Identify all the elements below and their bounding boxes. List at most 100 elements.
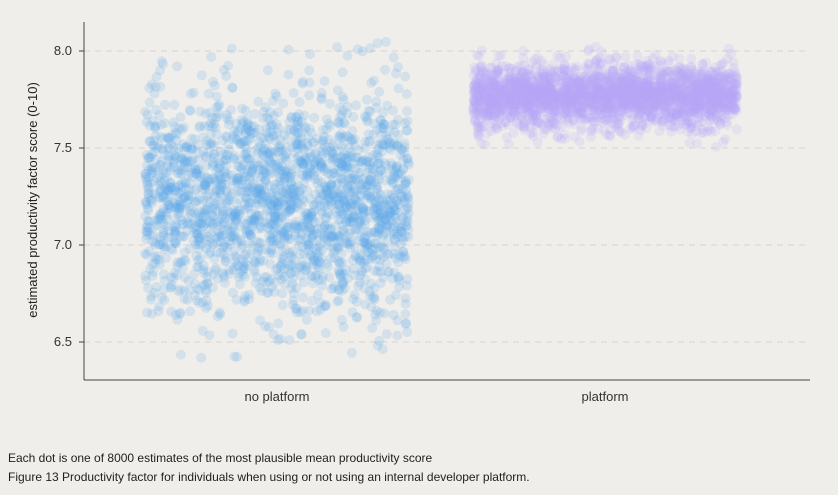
data-point: [255, 190, 266, 200]
data-point: [283, 229, 293, 240]
data-point: [159, 118, 170, 129]
data-point: [315, 257, 326, 268]
data-point: [386, 190, 397, 200]
data-point: [309, 217, 320, 228]
data-point: [201, 196, 212, 207]
data-point: [282, 206, 293, 217]
y-tick-labels: 6.57.07.58.0: [54, 43, 84, 349]
data-point: [141, 199, 152, 210]
data-point: [291, 283, 302, 293]
data-point: [162, 185, 173, 196]
data-point: [164, 200, 175, 211]
data-point: [368, 244, 378, 255]
data-point: [141, 149, 152, 160]
data-point: [264, 114, 275, 125]
data-point: [395, 251, 406, 262]
data-point: [154, 193, 165, 204]
data-point: [336, 132, 347, 143]
data-point: [360, 215, 371, 226]
data-point: [168, 141, 179, 152]
data-point: [272, 207, 283, 218]
data-point: [141, 220, 152, 231]
data-point: [308, 255, 319, 266]
data-point: [220, 172, 231, 183]
data-point: [156, 119, 167, 130]
data-point: [147, 271, 158, 281]
data-point: [397, 183, 408, 194]
data-point: [383, 249, 394, 259]
data-point: [173, 200, 184, 210]
data-point: [291, 128, 302, 139]
data-point: [273, 146, 284, 157]
data-point: [285, 124, 296, 135]
data-point: [702, 75, 713, 86]
data-point: [196, 352, 207, 363]
data-point: [276, 145, 287, 156]
data-point: [344, 211, 355, 222]
data-point: [639, 77, 650, 88]
data-point: [278, 227, 289, 238]
data-point: [173, 147, 184, 158]
data-point: [252, 148, 263, 159]
data-point: [293, 119, 304, 130]
data-point: [365, 247, 375, 258]
data-point: [223, 60, 234, 71]
data-point: [374, 214, 385, 225]
data-point: [195, 170, 206, 181]
data-point: [338, 140, 349, 151]
data-point: [222, 169, 233, 180]
data-point: [267, 148, 278, 159]
data-point: [249, 255, 260, 266]
data-point: [317, 146, 328, 157]
data-point: [255, 254, 266, 265]
data-point: [350, 223, 361, 234]
data-point: [374, 223, 385, 234]
data-point: [205, 247, 216, 258]
data-point: [227, 153, 238, 164]
data-point: [269, 183, 280, 194]
data-point: [317, 149, 328, 160]
data-point: [712, 116, 723, 127]
y-axis-label: estimated productivity factor score (0-1…: [25, 82, 40, 318]
data-point: [150, 131, 161, 141]
data-point: [356, 191, 367, 201]
data-point: [593, 106, 604, 117]
data-point: [210, 192, 221, 203]
data-point: [143, 215, 153, 226]
data-point: [230, 207, 241, 218]
data-point: [371, 96, 382, 107]
data-point: [351, 312, 362, 323]
data-point: [237, 136, 248, 147]
series-platform: [468, 41, 742, 152]
data-point: [362, 111, 372, 122]
data-point: [715, 94, 726, 105]
data-point: [185, 306, 196, 317]
data-point: [333, 231, 344, 242]
data-point: [322, 230, 333, 240]
data-point: [336, 174, 347, 185]
data-point: [295, 307, 306, 318]
data-point: [289, 147, 300, 158]
data-point: [228, 232, 239, 243]
data-point: [322, 182, 333, 193]
data-point: [342, 153, 353, 164]
data-point: [144, 136, 155, 147]
data-point: [155, 65, 165, 76]
data-point: [297, 78, 308, 89]
data-point: [234, 279, 245, 290]
data-point: [246, 121, 257, 132]
data-point: [269, 215, 280, 225]
data-point: [607, 74, 618, 85]
data-point: [198, 260, 209, 271]
data-point: [689, 81, 700, 92]
data-point: [323, 189, 334, 199]
data-point: [390, 212, 401, 223]
data-point: [327, 155, 338, 166]
data-point: [224, 265, 235, 276]
data-point: [206, 52, 217, 62]
data-point: [307, 295, 317, 306]
data-point: [173, 286, 184, 297]
data-point: [353, 213, 364, 224]
data-point: [224, 115, 235, 126]
data-point: [228, 175, 239, 186]
